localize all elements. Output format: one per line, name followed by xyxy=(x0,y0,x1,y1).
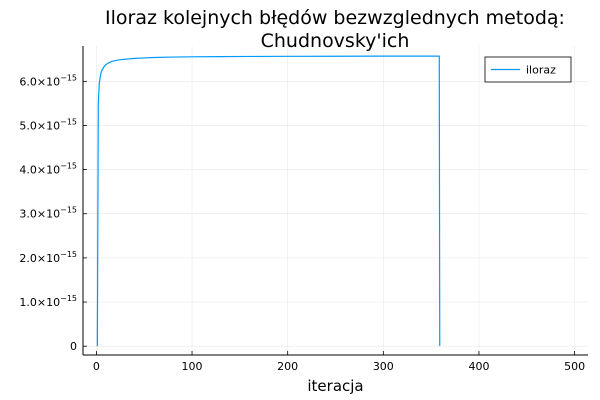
y-tick-label-exponent: −15 xyxy=(60,73,77,82)
y-tick-label: 4.0×10−15 xyxy=(19,162,77,177)
y-tick-label: 3.0×10−15 xyxy=(19,206,77,221)
x-tick-label: 200 xyxy=(277,360,298,373)
x-tick-label: 400 xyxy=(468,360,489,373)
x-tick-label: 100 xyxy=(182,360,203,373)
x-tick-label: 500 xyxy=(564,360,585,373)
y-tick-label-base: 4.0×10 xyxy=(19,164,60,177)
y-tick-label: 6.0×10−15 xyxy=(19,73,77,88)
chart-title-line-2: Chudnovsky'ich xyxy=(261,30,410,52)
y-tick-label: 1.0×10−15 xyxy=(19,294,77,309)
y-ticks: 01.0×10−152.0×10−153.0×10−154.0×10−155.0… xyxy=(19,73,87,353)
y-tick-label-exponent: −15 xyxy=(60,294,77,303)
y-tick-label-base: 3.0×10 xyxy=(19,208,60,221)
x-axis-label: iteracja xyxy=(307,377,363,395)
series xyxy=(96,55,441,347)
y-tick-label: 2.0×10−15 xyxy=(19,250,77,265)
y-tick-label-base: 1.0×10 xyxy=(19,296,60,309)
y-tick-label-base: 0 xyxy=(70,340,77,353)
y-tick-label-exponent: −15 xyxy=(60,206,77,215)
y-tick-label-exponent: −15 xyxy=(60,162,77,171)
y-tick-label-exponent: −15 xyxy=(60,117,77,126)
y-tick-label-base: 2.0×10 xyxy=(19,252,60,265)
series-line-iloraz xyxy=(96,55,441,347)
legend: iloraz xyxy=(484,56,572,83)
x-tick-label: 300 xyxy=(373,360,394,373)
x-ticks: 0 100 200 300 400 500 xyxy=(93,351,585,373)
grid xyxy=(83,46,588,355)
y-tick-label-exponent: −15 xyxy=(60,250,77,259)
y-tick-label: 0 xyxy=(70,340,77,353)
y-tick-label-base: 5.0×10 xyxy=(19,119,60,132)
x-tick-label: 0 xyxy=(93,360,100,373)
y-tick-label-base: 6.0×10 xyxy=(19,75,60,88)
chart-title-line-1: Iloraz kolejnych błędów bezwzglednych me… xyxy=(105,7,565,29)
y-tick-label: 5.0×10−15 xyxy=(19,117,77,132)
chart-title: Iloraz kolejnych błędów bezwzglednych me… xyxy=(105,7,565,52)
axes xyxy=(82,46,588,356)
legend-label: iloraz xyxy=(526,64,556,77)
